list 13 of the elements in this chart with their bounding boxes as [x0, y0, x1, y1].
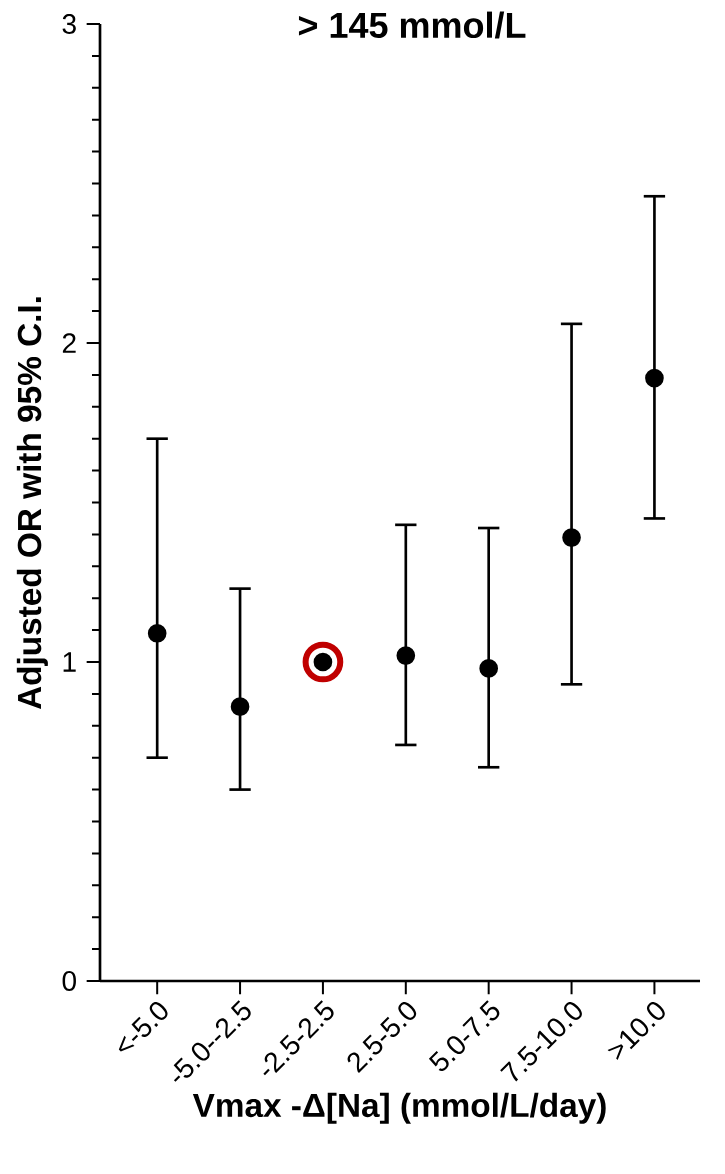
x-axis-title: Vmax -Δ[Na] (mmol/L/day) [192, 1092, 606, 1124]
y-axis-title: Adjusted OR with 95% C.I. [16, 297, 48, 710]
y-tick-label: 0 [62, 971, 76, 991]
point [147, 623, 167, 643]
y-tick-label: 3 [62, 14, 76, 34]
point [645, 368, 664, 388]
y-tick-label: 1 [63, 652, 76, 672]
y-tick-label: 2 [62, 333, 76, 353]
point [396, 646, 416, 665]
chart-title: > 145 mmol/L [298, 11, 526, 39]
point [230, 697, 250, 716]
point [479, 659, 499, 678]
point [562, 528, 581, 547]
